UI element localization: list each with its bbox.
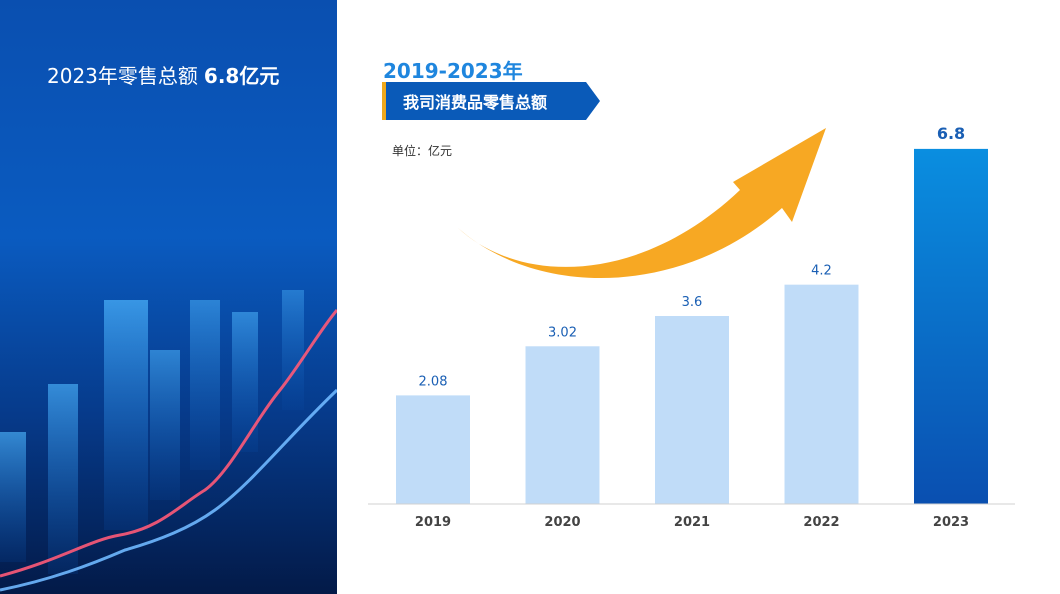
value-label-2019: 2.08 <box>419 374 448 389</box>
x-tick-label-2020: 2020 <box>544 515 580 530</box>
left-title-text: 2023年零售总额 <box>47 64 198 88</box>
stock-chart-illustration <box>0 290 337 592</box>
x-tick-label-2023: 2023 <box>933 515 969 530</box>
bar-2023 <box>914 148 988 504</box>
value-label-2021: 3.6 <box>682 295 703 310</box>
bar-2021 <box>655 316 729 504</box>
value-label-2023: 6.8 <box>937 124 965 143</box>
unit-label: 单位：亿元 <box>392 144 453 158</box>
x-tick-label-2019: 2019 <box>415 515 451 530</box>
trend-arrow-icon <box>458 128 826 278</box>
left-title: 2023年零售总额 6.8亿元 <box>47 60 279 89</box>
x-tick-label-2021: 2021 <box>674 515 710 530</box>
bar-2022 <box>784 284 859 504</box>
banner-label: 我司消费品零售总额 <box>403 93 548 112</box>
value-label-2022: 4.2 <box>811 264 832 279</box>
bar-2020 <box>525 346 600 504</box>
left-panel: 2023年零售总额 6.8亿元 <box>0 0 337 594</box>
value-label-2020: 3.02 <box>548 325 577 340</box>
year-range-heading: 2019-2023年 <box>383 59 523 83</box>
left-title-value: 6.8亿元 <box>203 64 280 88</box>
x-tick-label-2022: 2022 <box>803 515 839 530</box>
title-banner <box>382 82 600 120</box>
bar-2019 <box>396 395 470 504</box>
